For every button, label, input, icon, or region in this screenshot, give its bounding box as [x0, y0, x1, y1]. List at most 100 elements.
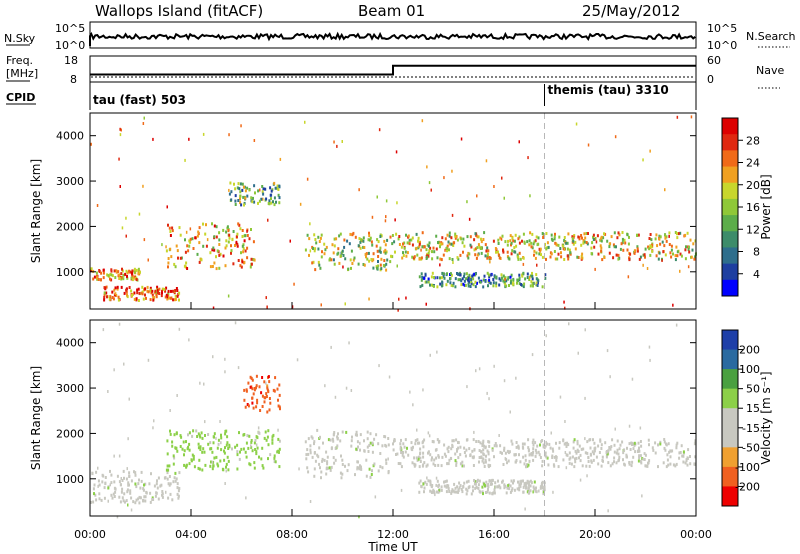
echo-point [375, 433, 378, 437]
echo-point [485, 491, 487, 494]
echo-point [365, 458, 368, 462]
echo-point [465, 277, 468, 281]
echo-point [261, 446, 264, 450]
echo-point [593, 447, 596, 451]
echo-point [448, 257, 451, 261]
echo-point [659, 242, 662, 246]
echo-point [110, 278, 113, 282]
echo-point [133, 470, 135, 474]
echo-point [534, 441, 537, 445]
echo-point [222, 468, 225, 472]
echo-point [90, 269, 93, 273]
nsearch-tick-bottom: 10^0 [707, 39, 737, 52]
echo-point [458, 486, 461, 490]
echo-point [526, 272, 529, 276]
echo-point [126, 274, 128, 278]
echo-point [151, 293, 154, 297]
echo-point [506, 449, 509, 453]
echo-point [351, 233, 354, 237]
echo-point [380, 234, 383, 238]
echo-point [570, 462, 573, 466]
echo-point [169, 247, 172, 251]
echo-point [449, 456, 452, 460]
echo-point [504, 457, 507, 461]
echo-point [201, 450, 204, 454]
echo-point [462, 485, 465, 489]
echo-point [599, 237, 602, 241]
echo-point [341, 472, 344, 476]
echo-point [483, 465, 486, 468]
echo-point [555, 458, 558, 462]
echo-point [363, 439, 365, 443]
echo-point [184, 250, 187, 254]
echo-point [413, 255, 416, 259]
echo-point [359, 240, 362, 244]
echo-point [581, 252, 584, 256]
echo-point [535, 235, 538, 239]
echo-point [175, 244, 178, 248]
echo-point [580, 256, 583, 260]
cpid-label: CPID [6, 91, 35, 104]
echo-point [268, 408, 271, 412]
echo-point [119, 185, 121, 188]
echo-point [139, 496, 142, 500]
echo-point [507, 276, 510, 280]
echo-point [150, 472, 152, 476]
echo-point [389, 260, 392, 264]
echo-point [535, 251, 538, 255]
echo-point [169, 234, 172, 237]
echo-point [373, 462, 376, 466]
colorbar-tick-label: 16 [746, 201, 760, 214]
echo-point [133, 291, 136, 295]
echo-point [423, 490, 425, 494]
echo-point [676, 441, 679, 445]
echo-point [376, 238, 379, 242]
echo-point [693, 257, 696, 261]
echo-point [415, 232, 418, 236]
echo-point [267, 457, 269, 461]
echo-point [651, 446, 654, 450]
echo-point [314, 268, 317, 272]
echo-point [446, 272, 448, 276]
echo-point [100, 498, 103, 502]
echo-point [366, 437, 369, 441]
echo-point [593, 449, 596, 453]
echo-point [156, 291, 159, 295]
echo-point [225, 469, 227, 473]
echo-point [364, 253, 367, 256]
echo-point [440, 276, 443, 280]
echo-point [138, 212, 141, 216]
echo-point [622, 451, 625, 455]
echo-point [365, 474, 368, 478]
echo-point [609, 375, 611, 379]
echo-point [459, 445, 462, 449]
echo-point [110, 268, 113, 272]
echo-point [402, 442, 405, 446]
echo-point [530, 241, 533, 245]
echo-point [513, 246, 516, 250]
echo-point [609, 464, 612, 468]
echo-point [270, 197, 272, 201]
echo-point [384, 243, 387, 247]
echo-point [426, 476, 428, 480]
echo-point [461, 464, 464, 468]
echo-point [522, 490, 525, 494]
echo-point [320, 303, 322, 307]
echo-point [225, 230, 228, 234]
echo-point [198, 434, 201, 438]
echo-point [407, 453, 410, 457]
echo-point [115, 294, 118, 297]
echo-point [522, 256, 525, 260]
echo-point [121, 276, 123, 280]
echo-point [538, 247, 541, 251]
echo-point [141, 290, 144, 294]
echo-point [692, 242, 695, 246]
echo-point [174, 479, 177, 483]
echo-point [521, 239, 523, 243]
echo-point [133, 267, 136, 271]
echo-point [580, 243, 583, 247]
echo-point [107, 499, 109, 503]
echo-point [509, 281, 512, 285]
echo-point [493, 185, 495, 188]
echo-point [386, 258, 389, 262]
